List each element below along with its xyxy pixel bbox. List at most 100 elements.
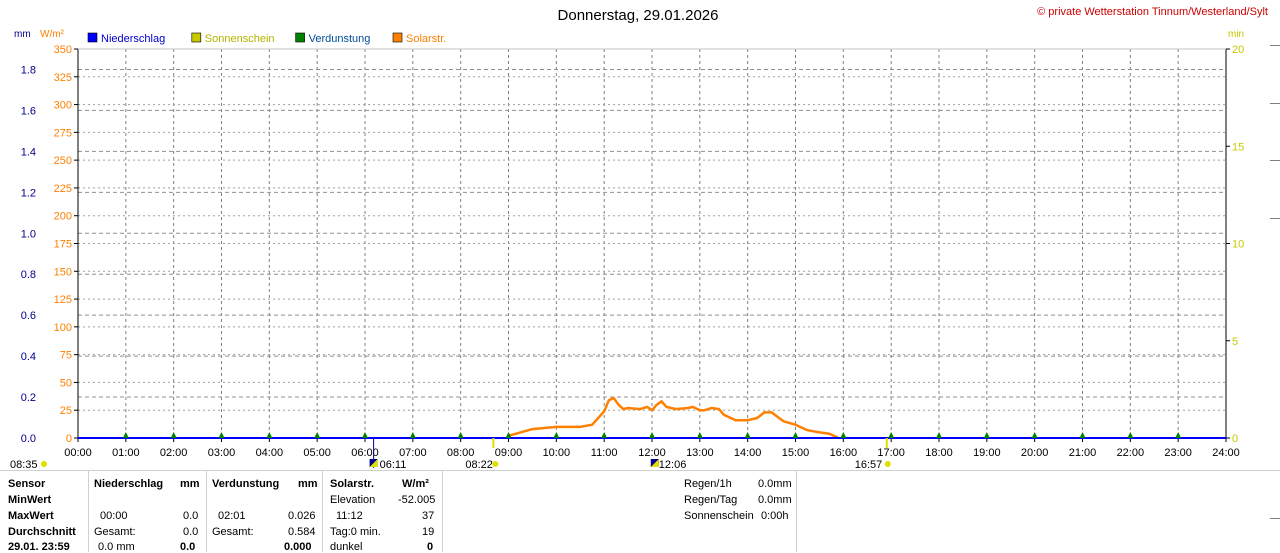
verdunstung-marker	[983, 432, 990, 438]
solar-elev-label: Elevation	[330, 494, 376, 506]
x-tick-label: 07:00	[399, 447, 427, 459]
y-mm-tick-label: 0.4	[21, 351, 36, 363]
x-tick-label: 08:00	[447, 447, 475, 459]
x-tick-label: 22:00	[1117, 447, 1145, 459]
sunset-icon	[884, 461, 891, 467]
y-wm2-tick-label: 50	[60, 377, 72, 389]
legend-swatch	[392, 32, 403, 43]
sunrise-label: 08:22	[465, 459, 493, 470]
sun-up-label: 08:35	[10, 459, 38, 470]
legend-label: Niederschlag	[101, 33, 165, 45]
verdunstung-max-time: 02:01	[218, 510, 246, 522]
y-wm2-tick-label: 275	[54, 127, 72, 139]
unit-min: min	[1228, 29, 1244, 40]
verdunstung-last-val: 0.000	[284, 541, 312, 553]
x-tick-label: 23:00	[1164, 447, 1192, 459]
y-min-tick-label: 0	[1232, 433, 1238, 445]
moonrise-label: 06:11	[380, 459, 407, 470]
y-mm-tick-label: 1.2	[21, 187, 36, 199]
x-tick-label: 17:00	[877, 447, 905, 459]
sensor-header: Sensor	[8, 478, 46, 490]
solar-elev-val: -52.005	[398, 494, 436, 506]
verdunstung-marker	[266, 432, 273, 438]
x-tick-label: 15:00	[782, 447, 810, 459]
legend: Niederschlag Sonnenschein Verdunstung Solar…	[87, 32, 446, 45]
solar-title: Solarstr.	[330, 478, 375, 490]
y-wm2-tick-label: 75	[60, 350, 72, 362]
y-wm2-tick-label: 100	[54, 322, 72, 334]
niederschlag-max-val: 0.0	[183, 510, 199, 522]
legend-swatch	[191, 32, 202, 43]
niederschlag-unit: mm	[180, 478, 200, 490]
x-tick-label: 20:00	[1021, 447, 1049, 459]
legend-label: Sonnenschein	[205, 33, 275, 45]
verdunstung-marker	[936, 432, 942, 438]
stats-col-divider	[796, 470, 797, 552]
solar-tag-label: Tag:0 min.	[330, 526, 381, 538]
weather-chart: 00:00 01:00 02:00 03:00 04:00 05:00 06:00 07:00…	[10, 6, 1268, 470]
grid	[78, 49, 1226, 438]
x-tick-label: 14:00	[734, 447, 762, 459]
y-mm-tick-label: 0.0	[21, 433, 36, 445]
x-tick-label: 21:00	[1069, 447, 1097, 459]
verdunstung-marker	[170, 432, 177, 438]
legend-label: Solarstr.	[406, 33, 446, 45]
niederschlag-sum-val: 0.0	[183, 526, 199, 538]
solar-tag-val: 19	[422, 526, 435, 538]
x-tick-label: 06:00	[351, 447, 379, 459]
verdunstung-marker	[1079, 432, 1086, 438]
verdunstung-marker	[792, 432, 799, 438]
x-tick-label: 03:00	[208, 447, 236, 459]
verdunstung-marker	[314, 432, 321, 438]
x-tick-label: 02:00	[160, 447, 188, 459]
scroll-tick	[1270, 160, 1280, 161]
verdunstung-marker	[409, 432, 416, 438]
niederschlag-title: Niederschlag	[94, 478, 164, 490]
verdunstung-marker	[457, 432, 464, 438]
verdunstung-marker	[1175, 432, 1182, 438]
regen1h-label: Regen/1h	[684, 478, 732, 490]
markers: 08:35 06:11 08:22 12:06 16:57	[10, 438, 891, 470]
x-tick-label: 16:00	[830, 447, 858, 459]
verdunstung-sum-val: 0.584	[288, 526, 316, 538]
y-wm2-tick-label: 300	[54, 100, 72, 112]
x-tick-label: 12:00	[638, 447, 666, 459]
scroll-tick	[1270, 518, 1280, 519]
x-tick-label: 11:00	[591, 447, 618, 459]
x-tick-label: 09:00	[495, 447, 523, 459]
x-tick-label: 13:00	[686, 447, 714, 459]
y-mm-tick-label: 1.0	[21, 228, 36, 240]
x-tick-label: 05:00	[303, 447, 331, 459]
verdunstung-marker	[505, 432, 512, 438]
y-wm2-tick-label: 325	[54, 72, 72, 84]
stats-col-divider	[442, 470, 443, 552]
y-min-tick-label: 20	[1232, 44, 1244, 56]
axes: 00:00 01:00 02:00 03:00 04:00 05:00 06:00 07:00…	[21, 44, 1245, 459]
verdunstung-max-val: 0.026	[288, 510, 316, 522]
min-label: MinWert	[8, 494, 52, 506]
verdunstung-title: Verdunstung	[212, 478, 280, 490]
verdunstung-marker	[1127, 432, 1134, 438]
sonnenschein-label: Sonnenschein	[684, 510, 754, 522]
sun-icon	[41, 461, 47, 467]
legend-swatch	[295, 32, 305, 43]
verdunstung-marker	[601, 432, 608, 438]
y-mm-tick-label: 1.4	[21, 146, 36, 158]
verdunstung-sum-label: Gesamt:	[212, 526, 254, 538]
y-mm-tick-label: 0.6	[21, 310, 36, 322]
moon-transit-icon-fill	[650, 459, 659, 467]
stats-col-divider	[322, 470, 323, 552]
scroll-tick	[1270, 103, 1280, 104]
verdunstung-marker	[888, 432, 895, 438]
scroll-tick	[1270, 218, 1280, 219]
x-tick-label: 00:00	[64, 447, 92, 459]
verdunstung-marker	[840, 432, 847, 438]
stats-divider	[0, 470, 1280, 471]
y-wm2-tick-label: 25	[60, 405, 72, 417]
y-wm2-tick-label: 150	[54, 266, 72, 278]
y-min-tick-label: 10	[1232, 239, 1244, 251]
niederschlag-last-val: 0.0 mm	[98, 541, 135, 553]
regen1h-val: 0.0mm	[758, 478, 792, 490]
regentag-val: 0.0mm	[758, 494, 792, 506]
moonrise-icon-fill	[369, 459, 378, 467]
